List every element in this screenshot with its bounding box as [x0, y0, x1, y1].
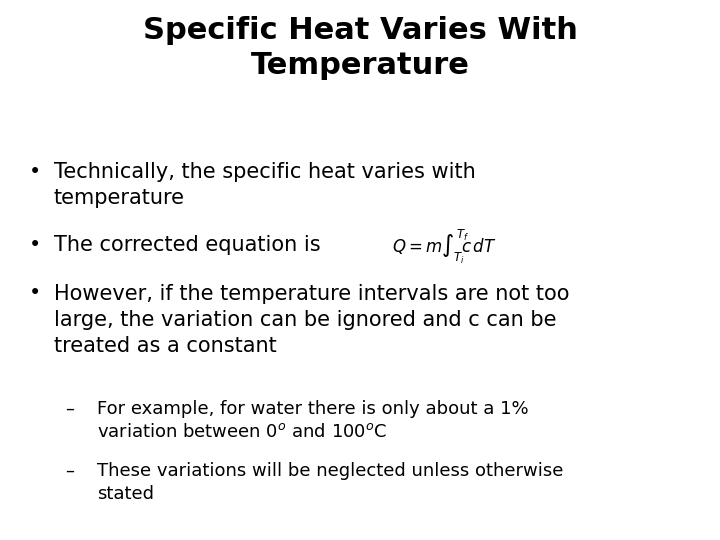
Text: •: • [29, 162, 41, 182]
Text: The corrected equation is: The corrected equation is [54, 235, 334, 255]
Text: These variations will be neglected unless otherwise
stated: These variations will be neglected unles… [97, 462, 564, 503]
Text: –: – [65, 400, 73, 417]
Text: However, if the temperature intervals are not too
large, the variation can be ig: However, if the temperature intervals ar… [54, 284, 570, 356]
Text: $Q = m\int_{T_i}^{T_f}\!\! c\, dT$: $Q = m\int_{T_i}^{T_f}\!\! c\, dT$ [392, 228, 497, 266]
Text: –: – [65, 462, 73, 480]
Text: Specific Heat Varies With
Temperature: Specific Heat Varies With Temperature [143, 16, 577, 80]
Text: Technically, the specific heat varies with
temperature: Technically, the specific heat varies wi… [54, 162, 476, 208]
Text: •: • [29, 284, 41, 303]
Text: •: • [29, 235, 41, 255]
Text: For example, for water there is only about a 1%
variation between 0$^{o}$ and 10: For example, for water there is only abo… [97, 400, 528, 441]
